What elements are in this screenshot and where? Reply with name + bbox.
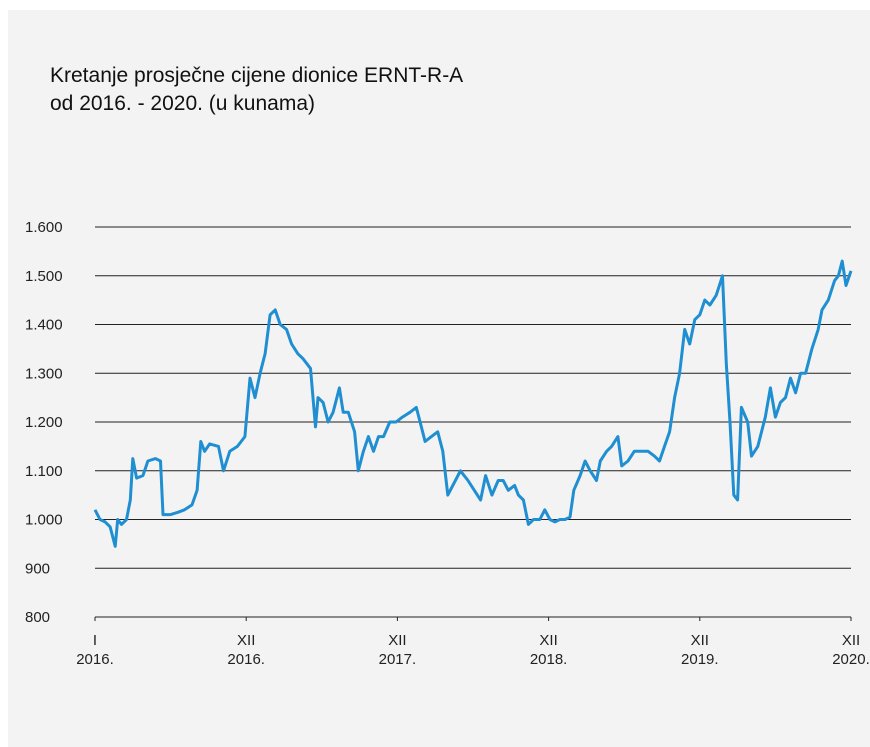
y-tick-label: 1.100 — [25, 463, 63, 480]
y-tick-label: 1.400 — [25, 317, 63, 334]
y-tick-label: 1.200 — [25, 414, 63, 431]
x-tick-label: XII 2016. — [227, 632, 265, 668]
y-tick-label: 1.500 — [25, 268, 63, 285]
x-tick-label: XII 2020. — [832, 632, 870, 668]
y-tick-label: 800 — [25, 609, 50, 626]
y-tick-label: 900 — [25, 560, 50, 577]
y-tick-label: 1.600 — [25, 219, 63, 236]
y-tick-label: 1.300 — [25, 365, 63, 382]
x-tick-label: I 2016. — [76, 632, 114, 668]
panel — [8, 10, 870, 747]
x-tick-label: XII 2018. — [530, 632, 568, 668]
chart-title: Kretanje prosječne cijene dionice ERNT-R… — [50, 64, 463, 87]
y-tick-label: 1.000 — [25, 512, 63, 529]
chart-title: od 2016. - 2020. (u kunama) — [50, 92, 315, 115]
x-tick-label: XII 2017. — [379, 632, 417, 668]
price-line — [93, 259, 853, 548]
x-tick-label: XII 2019. — [681, 632, 719, 668]
